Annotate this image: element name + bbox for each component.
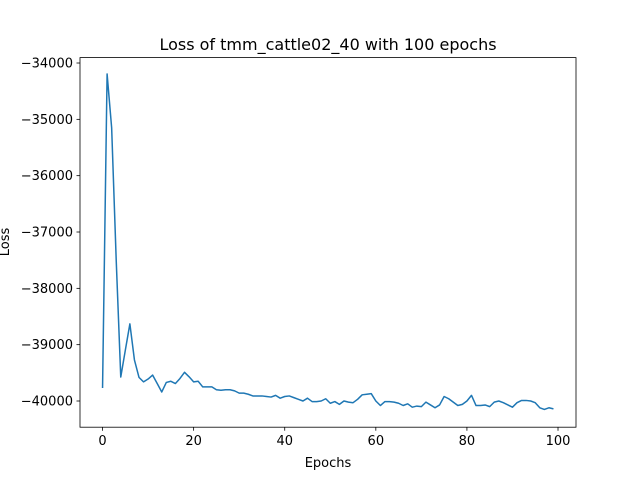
y-tick-label: −37000 xyxy=(21,226,73,241)
y-tick-label: −34000 xyxy=(21,57,73,72)
x-axis-label: Epochs xyxy=(305,456,352,471)
x-tick-label: 40 xyxy=(276,434,293,449)
x-tick-label: 0 xyxy=(98,434,106,449)
y-tick-label: −35000 xyxy=(21,113,73,128)
x-tick-label: 100 xyxy=(546,434,571,449)
y-tick-label: −36000 xyxy=(21,169,73,184)
x-tick-label: 80 xyxy=(459,434,476,449)
y-tick-label: −40000 xyxy=(21,395,73,410)
plot-frame xyxy=(79,57,577,428)
chart-title: Loss of tmm_cattle02_40 with 100 epochs xyxy=(159,35,496,55)
line-series xyxy=(101,73,554,411)
x-tick-label: 20 xyxy=(185,434,202,449)
y-tick-label: −38000 xyxy=(21,282,73,297)
y-axis-label: Loss xyxy=(0,228,13,257)
y-tick-label: −39000 xyxy=(21,338,73,353)
x-tick-label: 60 xyxy=(368,434,385,449)
